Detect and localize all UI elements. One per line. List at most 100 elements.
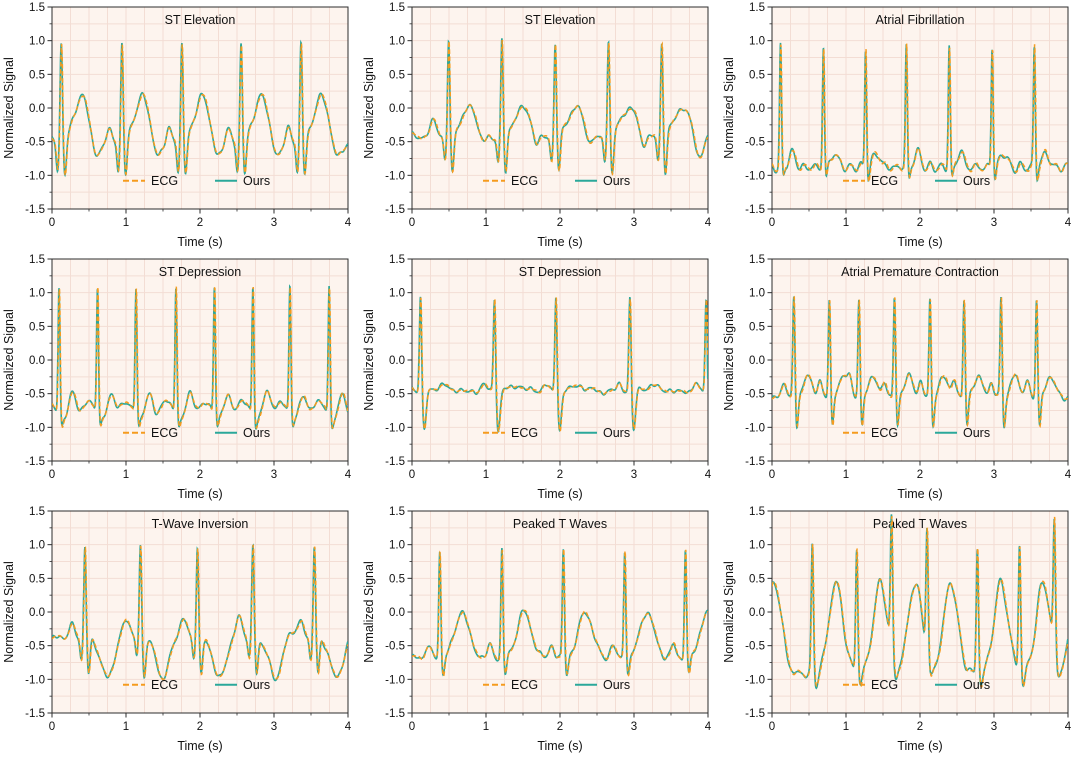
series-ecg bbox=[412, 548, 708, 677]
x-axis-label: Time (s) bbox=[177, 487, 222, 501]
y-tick-label: -1.5 bbox=[25, 204, 45, 216]
x-tick-label: 4 bbox=[705, 469, 712, 481]
legend: ECG Ours bbox=[123, 174, 270, 188]
y-axis-label: Normalized Signal bbox=[2, 309, 16, 410]
x-tick-label: 2 bbox=[197, 721, 203, 733]
gridlines bbox=[412, 7, 708, 209]
y-tick-label: 0.0 bbox=[749, 607, 765, 619]
x-tick-label: 3 bbox=[271, 217, 277, 229]
x-axis-label: Time (s) bbox=[897, 235, 942, 249]
x-tick-label: 0 bbox=[769, 469, 775, 481]
y-tick-label: 0.5 bbox=[389, 573, 405, 585]
y-tick-label: -1.0 bbox=[385, 674, 405, 686]
y-tick-label: 1.0 bbox=[29, 540, 45, 552]
legend-label-ours: Ours bbox=[963, 678, 990, 692]
gridlines bbox=[412, 511, 708, 713]
x-axis-label: Time (s) bbox=[537, 487, 582, 501]
y-tick-label: 0.0 bbox=[29, 103, 45, 115]
legend: ECG Ours bbox=[843, 678, 990, 692]
legend-label-ours: Ours bbox=[603, 678, 630, 692]
series-lines bbox=[52, 39, 348, 178]
y-tick-label: 1.5 bbox=[389, 2, 405, 14]
y-tick-label: 1.5 bbox=[389, 254, 405, 266]
legend: ECG Ours bbox=[843, 426, 990, 440]
chart-canvas: 0 1 2 3 4 -1.5 -1.0 -0.5 0.0 0.5 1.0 1.5 Atrial Prem… bbox=[722, 254, 1072, 501]
x-tick-label: 0 bbox=[49, 217, 55, 229]
subplot-8-peaked-t-waves: 0 1 2 3 4 -1.5 -1.0 -0.5 0.0 0.5 1.0 1.5 Peaked T Wa… bbox=[720, 505, 1080, 757]
chart-canvas: 0 1 2 3 4 -1.5 -1.0 -0.5 0.0 0.5 1.0 1.5 Atrial Fibr… bbox=[722, 2, 1072, 249]
y-tick-label: 1.0 bbox=[389, 540, 405, 552]
x-tick-label: 0 bbox=[49, 721, 55, 733]
y-axis-label: Normalized Signal bbox=[362, 57, 376, 158]
y-tick-label: -0.5 bbox=[25, 137, 45, 149]
x-tick-label: 1 bbox=[843, 721, 849, 733]
y-tick-label: -1.5 bbox=[385, 708, 405, 720]
y-tick-label: -1.5 bbox=[25, 708, 45, 720]
x-axis-label: Time (s) bbox=[897, 487, 942, 501]
x-tick-label: 3 bbox=[631, 721, 637, 733]
legend-label-ours: Ours bbox=[603, 174, 630, 188]
series-ecg bbox=[772, 43, 1068, 184]
subplot-title: T-Wave Inversion bbox=[152, 517, 249, 531]
y-tick-label: -1.0 bbox=[745, 170, 765, 182]
chart-canvas: 0 1 2 3 4 -1.5 -1.0 -0.5 0.0 0.5 1.0 1.5 ST Elevatio… bbox=[2, 2, 352, 249]
legend-label-ours: Ours bbox=[243, 426, 270, 440]
subplot-title: ST Elevation bbox=[525, 13, 596, 27]
x-tick-label: 0 bbox=[769, 721, 775, 733]
subplot-6-t-wave-inversion: 0 1 2 3 4 -1.5 -1.0 -0.5 0.0 0.5 1.0 1.5 T-Wave Inve… bbox=[0, 505, 360, 757]
subplot-2-atrial-fibrillation: 0 1 2 3 4 -1.5 -1.0 -0.5 0.0 0.5 1.0 1.5 Atrial Fibr… bbox=[720, 1, 1080, 253]
subplot-3-st-depression: 0 1 2 3 4 -1.5 -1.0 -0.5 0.0 0.5 1.0 1.5 ST Depressi… bbox=[0, 253, 360, 505]
series-ecg bbox=[772, 516, 1068, 689]
x-tick-label: 2 bbox=[557, 217, 563, 229]
y-tick-label: -0.5 bbox=[745, 389, 765, 401]
y-tick-label: -1.0 bbox=[385, 170, 405, 182]
y-axis-label: Normalized Signal bbox=[722, 57, 736, 158]
x-tick-label: 2 bbox=[197, 217, 203, 229]
subplot-title: Atrial Fibrillation bbox=[876, 13, 965, 27]
y-tick-label: 0.0 bbox=[389, 607, 405, 619]
gridlines bbox=[52, 259, 348, 461]
x-tick-label: 3 bbox=[991, 721, 997, 733]
y-tick-label: 0.0 bbox=[389, 103, 405, 115]
legend-label-ours: Ours bbox=[963, 426, 990, 440]
legend-label-ours: Ours bbox=[963, 174, 990, 188]
x-tick-label: 4 bbox=[1065, 469, 1072, 481]
x-axis-label: Time (s) bbox=[897, 739, 942, 753]
legend-label-ecg: ECG bbox=[151, 174, 178, 188]
y-tick-label: 1.5 bbox=[29, 506, 45, 518]
x-tick-label: 3 bbox=[271, 721, 277, 733]
series-lines bbox=[772, 295, 1068, 430]
chart-canvas: 0 1 2 3 4 -1.5 -1.0 -0.5 0.0 0.5 1.0 1.5 ST Depressi… bbox=[362, 254, 712, 501]
tick-labels: 0 1 2 3 4 -1.5 -1.0 -0.5 0.0 0.5 1.0 1.5 bbox=[745, 506, 1072, 733]
y-tick-label: 1.0 bbox=[29, 36, 45, 48]
y-tick-label: -1.0 bbox=[25, 674, 45, 686]
subplot-1-st-elevation: 0 1 2 3 4 -1.5 -1.0 -0.5 0.0 0.5 1.0 1.5 ST Elevatio… bbox=[360, 1, 720, 253]
y-tick-label: 0.5 bbox=[389, 69, 405, 81]
legend-label-ours: Ours bbox=[243, 678, 270, 692]
y-tick-label: -1.0 bbox=[745, 422, 765, 434]
legend: ECG Ours bbox=[483, 678, 630, 692]
series-ecg bbox=[52, 544, 348, 681]
y-tick-label: 1.5 bbox=[749, 254, 765, 266]
x-tick-label: 2 bbox=[917, 469, 923, 481]
y-tick-label: 0.0 bbox=[389, 355, 405, 367]
y-tick-label: 0.0 bbox=[29, 355, 45, 367]
y-tick-label: 0.5 bbox=[389, 321, 405, 333]
x-tick-label: 0 bbox=[49, 469, 55, 481]
y-tick-label: 0.5 bbox=[29, 573, 45, 585]
y-tick-label: -1.0 bbox=[25, 170, 45, 182]
chart-canvas: 0 1 2 3 4 -1.5 -1.0 -0.5 0.0 0.5 1.0 1.5 T-Wave Inve… bbox=[2, 506, 352, 753]
subplot-5-atrial-premature-contraction: 0 1 2 3 4 -1.5 -1.0 -0.5 0.0 0.5 1.0 1.5 Atrial Prem… bbox=[720, 253, 1080, 505]
x-tick-label: 4 bbox=[1065, 217, 1072, 229]
x-tick-label: 0 bbox=[409, 217, 415, 229]
legend: ECG Ours bbox=[123, 426, 270, 440]
x-tick-label: 1 bbox=[483, 721, 489, 733]
chart-canvas: 0 1 2 3 4 -1.5 -1.0 -0.5 0.0 0.5 1.0 1.5 Peaked T Wa… bbox=[362, 506, 712, 753]
series-lines bbox=[412, 296, 708, 433]
y-tick-label: 0.5 bbox=[749, 573, 765, 585]
legend-label-ecg: ECG bbox=[151, 678, 178, 692]
y-axis-label: Normalized Signal bbox=[722, 309, 736, 410]
tick-labels: 0 1 2 3 4 -1.5 -1.0 -0.5 0.0 0.5 1.0 1.5 bbox=[745, 254, 1072, 481]
tick-labels: 0 1 2 3 4 -1.5 -1.0 -0.5 0.0 0.5 1.0 1.5 bbox=[25, 254, 352, 481]
subplot-0-st-elevation: 0 1 2 3 4 -1.5 -1.0 -0.5 0.0 0.5 1.0 1.5 ST Elevatio… bbox=[0, 1, 360, 253]
